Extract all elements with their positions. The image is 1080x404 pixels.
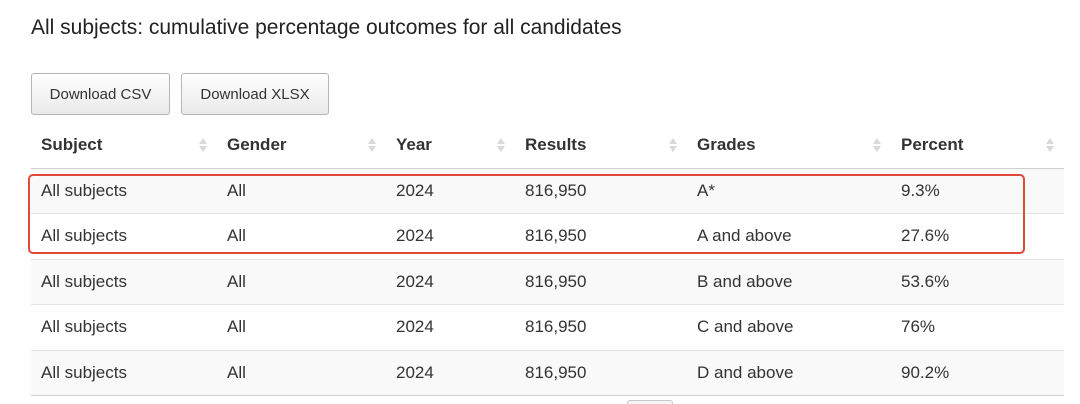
cell-subject: All subjects <box>31 168 217 214</box>
cell-percent: 27.6% <box>891 213 1064 260</box>
cell-gender: All <box>217 168 386 214</box>
column-header-subject[interactable]: Subject <box>31 122 217 169</box>
cell-subject: All subjects <box>31 350 217 396</box>
cell-results: 816,950 <box>515 213 687 260</box>
cell-grades: B and above <box>687 259 891 305</box>
cell-year: 2024 <box>386 350 515 396</box>
download-toolbar: Download CSV Download XLSX <box>31 73 329 115</box>
sort-icon <box>199 137 207 152</box>
cell-grades: C and above <box>687 304 891 351</box>
table-row: All subjects All 2024 816,950 C and abov… <box>31 304 1064 351</box>
table-row: All subjects All 2024 816,950 B and abov… <box>31 259 1064 305</box>
cell-gender: All <box>217 304 386 351</box>
cell-gender: All <box>217 350 386 396</box>
sort-icon <box>1046 137 1054 152</box>
column-header-percent[interactable]: Percent <box>891 122 1064 169</box>
column-header-grades[interactable]: Grades <box>687 122 891 169</box>
cell-percent: 76% <box>891 304 1064 351</box>
column-header-gender[interactable]: Gender <box>217 122 386 169</box>
cell-percent: 53.6% <box>891 259 1064 305</box>
column-header-label: Gender <box>227 134 287 154</box>
cell-percent: 90.2% <box>891 350 1064 396</box>
cell-grades: D and above <box>687 350 891 396</box>
cell-grades: A and above <box>687 213 891 260</box>
table-header-row: Subject Gender Year Results Grades Perce… <box>31 122 1064 169</box>
column-header-label: Percent <box>901 134 964 154</box>
table-row: All subjects All 2024 816,950 A* 9.3% <box>31 168 1064 214</box>
cell-results: 816,950 <box>515 304 687 351</box>
cell-year: 2024 <box>386 213 515 260</box>
cell-percent: 9.3% <box>891 168 1064 214</box>
page-title: All subjects: cumulative percentage outc… <box>31 16 622 39</box>
sort-icon <box>368 137 376 152</box>
column-header-label: Results <box>525 134 587 154</box>
sort-icon <box>669 137 677 152</box>
column-header-label: Subject <box>41 134 103 154</box>
column-header-label: Grades <box>697 134 756 154</box>
table-row: All subjects All 2024 816,950 A and abov… <box>31 213 1064 260</box>
column-header-year[interactable]: Year <box>386 122 515 169</box>
column-header-label: Year <box>396 134 432 154</box>
cell-subject: All subjects <box>31 213 217 260</box>
cell-subject: All subjects <box>31 304 217 351</box>
cell-subject: All subjects <box>31 259 217 305</box>
results-table: Subject Gender Year Results Grades Perce… <box>31 122 1064 396</box>
cell-grades: A* <box>687 168 891 214</box>
cell-gender: All <box>217 259 386 305</box>
download-csv-button[interactable]: Download CSV <box>31 73 170 115</box>
horizontal-scrollbar-thumb[interactable] <box>627 400 673 404</box>
cell-year: 2024 <box>386 304 515 351</box>
cell-results: 816,950 <box>515 259 687 305</box>
cell-gender: All <box>217 213 386 260</box>
column-header-results[interactable]: Results <box>515 122 687 169</box>
cell-year: 2024 <box>386 259 515 305</box>
sort-icon <box>873 137 881 152</box>
cell-results: 816,950 <box>515 168 687 214</box>
sort-icon <box>497 137 505 152</box>
cell-year: 2024 <box>386 168 515 214</box>
download-xlsx-button[interactable]: Download XLSX <box>181 73 329 115</box>
table-row: All subjects All 2024 816,950 D and abov… <box>31 350 1064 396</box>
cell-results: 816,950 <box>515 350 687 396</box>
